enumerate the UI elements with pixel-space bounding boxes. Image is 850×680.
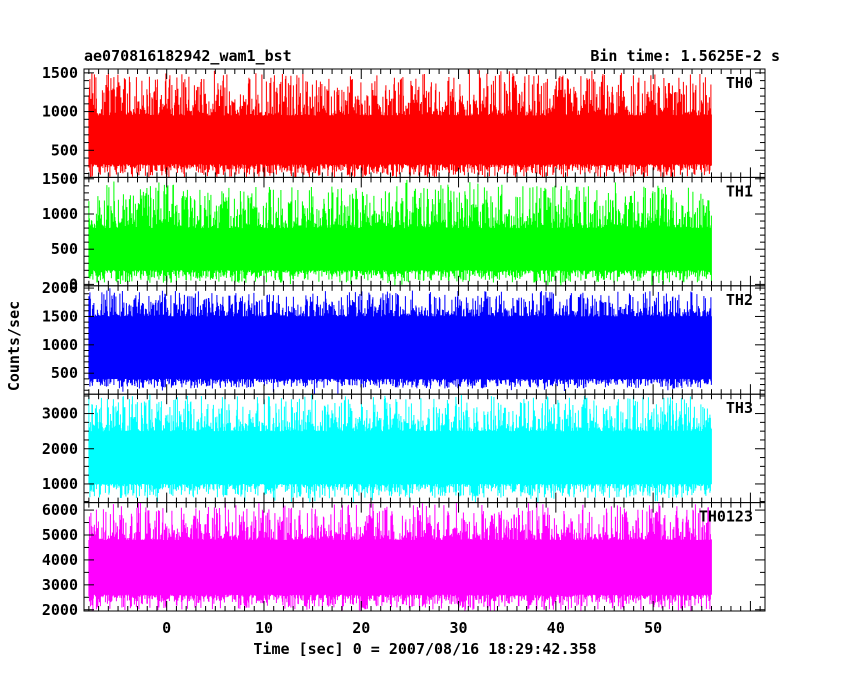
y-tick-label: 0 — [69, 275, 78, 293]
y-tick-label: 1000 — [42, 336, 78, 354]
x-tick-label: 50 — [644, 619, 662, 637]
x-tick-label: 0 — [162, 619, 171, 637]
y-tick-label: 6000 — [42, 501, 78, 519]
panel-label: TH2 — [726, 291, 753, 309]
y-tick-label: 1000 — [42, 103, 78, 121]
panel-th0: 500 1000 1500 TH0 — [42, 64, 766, 178]
panel-th2: 500 1000 1500 2000 TH2 — [42, 279, 766, 395]
panel-label: TH1 — [726, 182, 753, 200]
y-tick-label: 3000 — [42, 576, 78, 594]
series-trace-th1 — [88, 179, 712, 286]
series-trace-th2 — [88, 288, 712, 395]
y-tick-label: 1500 — [42, 64, 78, 82]
y-tick-label: 4000 — [42, 551, 78, 569]
y-tick-label: 500 — [51, 240, 78, 258]
panels: 500 1000 1500 TH0 0 500 1000 1500 TH1 500 1000 1500… — [42, 64, 766, 619]
x-tick-label: 30 — [450, 619, 468, 637]
y-tick-label: 1500 — [42, 307, 78, 325]
x-tick-label: 40 — [547, 619, 565, 637]
series-trace-th0123 — [88, 502, 712, 611]
figure-title: ae070816182942_wam1_bst — [84, 47, 292, 65]
y-tick-label: 2000 — [42, 279, 78, 297]
panel-th3: 1000 2000 3000 TH3 — [42, 393, 766, 504]
panel-label: TH0123 — [699, 508, 753, 526]
y-tick-label: 500 — [51, 141, 78, 159]
bin-time-label: Bin time: 1.5625E-2 s — [590, 47, 780, 65]
series-trace-th3 — [88, 394, 712, 503]
y-tick-label: 2000 — [42, 440, 78, 458]
y-tick-label: 2000 — [42, 601, 78, 619]
y-tick-label: 1500 — [42, 170, 78, 188]
x-axis-label: Time [sec] 0 = 2007/08/16 18:29:42.358 — [253, 640, 596, 658]
x-tick-label: 20 — [352, 619, 370, 637]
panel-frame — [83, 502, 766, 612]
y-tick-label: 3000 — [42, 405, 78, 423]
series-trace-th0 — [88, 69, 712, 178]
y-tick-label: 5000 — [42, 526, 78, 544]
x-tick-labels: 0 10 20 30 40 50 — [162, 619, 662, 637]
y-tick-label: 500 — [51, 364, 78, 382]
panel-label: TH0 — [726, 74, 753, 92]
panel-label: TH3 — [726, 399, 753, 417]
y-tick-label: 1000 — [42, 205, 78, 223]
y-tick-label: 1000 — [42, 475, 78, 493]
x-tick-label: 10 — [255, 619, 273, 637]
y-axis-label: Counts/sec — [5, 301, 23, 391]
panel-th1: 0 500 1000 1500 TH1 — [42, 170, 766, 293]
panel-th0123: 2000 3000 4000 5000 6000 TH0123 — [42, 501, 766, 619]
